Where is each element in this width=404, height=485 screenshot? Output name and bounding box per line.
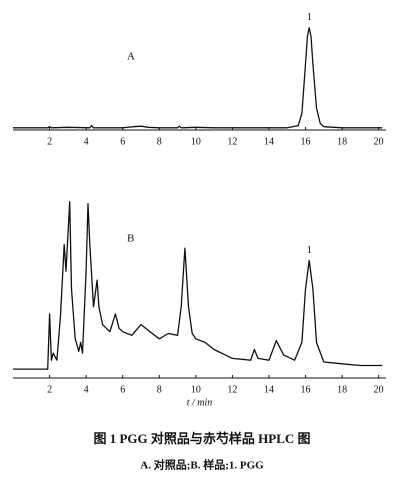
x-tick-label: 2: [47, 384, 52, 395]
peak-annotation: 1: [307, 12, 312, 23]
trace: [13, 27, 383, 129]
peak-annotation: 1: [307, 245, 312, 256]
x-tick-label: 16: [301, 384, 311, 395]
x-tick-label: 8: [157, 384, 162, 395]
x-tick-label: 14: [264, 136, 274, 147]
x-axis-label: t / min: [187, 397, 213, 408]
x-tick-label: 12: [227, 136, 237, 147]
x-tick-label: 12: [227, 384, 237, 395]
x-tick-label: 18: [337, 384, 347, 395]
caption-title: 图 1 PGG 对照品与赤芍样品 HPLC 图: [93, 431, 310, 446]
trace: [13, 201, 383, 370]
x-tick-label: 20: [374, 384, 384, 395]
x-tick-label: 14: [264, 384, 274, 395]
x-tick-label: 6: [120, 384, 125, 395]
caption-legend: A. 对照品;B. 样品;1. PGG: [140, 458, 264, 472]
x-tick-label: 10: [191, 384, 201, 395]
panel-label: B: [127, 233, 134, 245]
x-tick-label: 8: [157, 136, 162, 147]
x-tick-label: 4: [84, 136, 89, 147]
x-tick-label: 10: [191, 136, 201, 147]
x-tick-label: 2: [47, 136, 52, 147]
x-tick-label: 16: [301, 136, 311, 147]
x-tick-label: 20: [374, 136, 384, 147]
x-tick-label: 6: [120, 136, 125, 147]
panel-label: A: [127, 51, 135, 63]
x-tick-label: 4: [84, 384, 89, 395]
x-tick-label: 18: [337, 136, 347, 147]
